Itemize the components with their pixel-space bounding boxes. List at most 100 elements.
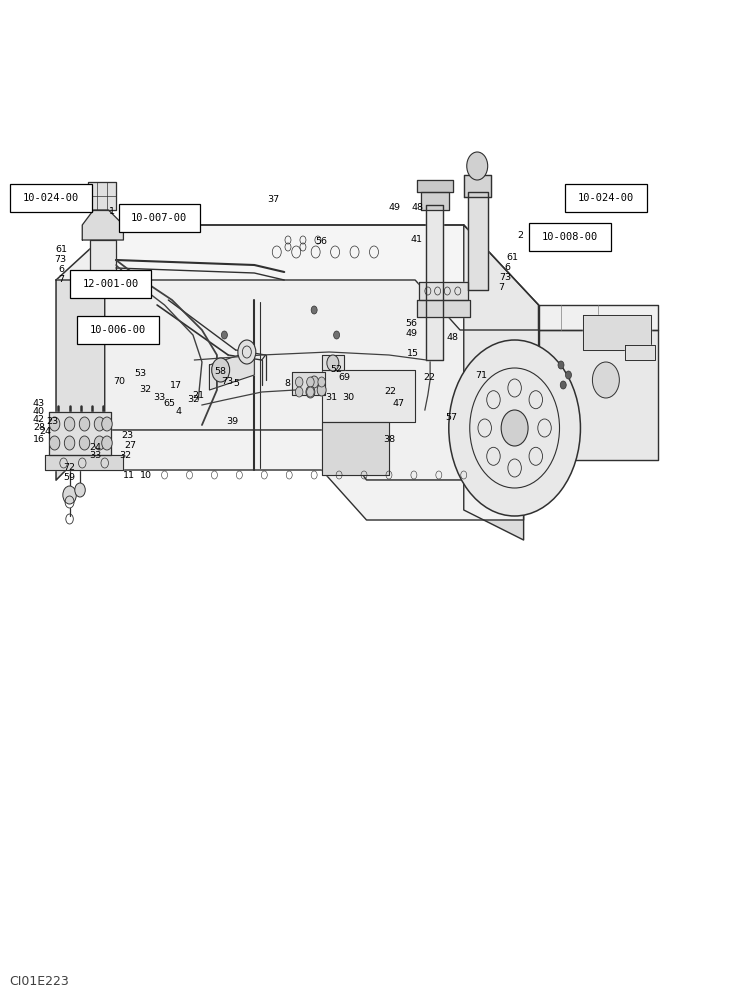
Text: 57: 57 (445, 412, 457, 422)
Circle shape (102, 436, 112, 450)
Text: 42: 42 (33, 414, 45, 424)
Circle shape (307, 377, 314, 387)
Polygon shape (417, 180, 453, 192)
Circle shape (63, 486, 76, 504)
Circle shape (560, 381, 566, 389)
Circle shape (310, 376, 319, 388)
Polygon shape (116, 225, 539, 330)
Text: 1: 1 (109, 208, 115, 217)
Text: 58: 58 (214, 367, 226, 376)
Text: 70: 70 (114, 376, 126, 385)
Text: 28: 28 (33, 422, 45, 432)
Text: 69: 69 (339, 372, 351, 381)
Text: 73: 73 (54, 254, 66, 263)
Text: 49: 49 (405, 328, 417, 338)
Text: 10-024-00: 10-024-00 (22, 193, 79, 203)
Text: 7: 7 (498, 284, 504, 292)
Polygon shape (464, 225, 539, 480)
Text: 24: 24 (90, 442, 102, 452)
Text: 56: 56 (316, 237, 328, 246)
Text: 53: 53 (135, 369, 147, 378)
Text: 17: 17 (170, 380, 182, 389)
Text: 23: 23 (46, 418, 58, 426)
Text: 16: 16 (33, 436, 45, 444)
Circle shape (79, 436, 90, 450)
Polygon shape (88, 182, 116, 210)
FancyBboxPatch shape (78, 316, 159, 344)
Polygon shape (464, 175, 491, 197)
Polygon shape (45, 455, 123, 470)
Polygon shape (105, 430, 524, 520)
Polygon shape (82, 210, 123, 240)
Text: 6: 6 (58, 264, 64, 273)
Circle shape (565, 371, 571, 379)
Polygon shape (56, 225, 539, 480)
Circle shape (221, 331, 227, 339)
Text: 72: 72 (64, 462, 76, 472)
Polygon shape (539, 330, 658, 460)
Text: 49: 49 (389, 202, 401, 212)
Text: 73: 73 (221, 376, 233, 385)
Text: 4: 4 (176, 406, 182, 416)
Circle shape (49, 436, 60, 450)
Circle shape (311, 306, 317, 314)
Polygon shape (81, 282, 126, 292)
Text: 15: 15 (407, 349, 419, 358)
Polygon shape (322, 422, 389, 475)
Text: 24: 24 (40, 428, 52, 436)
Circle shape (75, 483, 85, 497)
Text: 61: 61 (55, 245, 67, 254)
Text: 21: 21 (192, 391, 204, 400)
Text: 32: 32 (120, 450, 132, 460)
Text: 10-006-00: 10-006-00 (90, 325, 147, 335)
Text: 10-007-00: 10-007-00 (131, 213, 188, 223)
Text: 11: 11 (123, 472, 135, 481)
Circle shape (307, 387, 314, 397)
Polygon shape (426, 205, 443, 360)
Polygon shape (468, 192, 488, 290)
Circle shape (102, 417, 112, 431)
Text: 48: 48 (447, 334, 459, 342)
Circle shape (49, 417, 60, 431)
Polygon shape (583, 315, 651, 350)
Text: 65: 65 (163, 398, 175, 408)
Circle shape (212, 358, 230, 382)
Text: 32: 32 (139, 385, 151, 394)
Circle shape (94, 417, 105, 431)
Text: 37: 37 (267, 196, 279, 205)
Text: 47: 47 (393, 398, 405, 408)
Polygon shape (56, 280, 105, 480)
Text: 31: 31 (325, 393, 337, 402)
Polygon shape (417, 300, 470, 317)
Circle shape (449, 340, 580, 516)
Polygon shape (322, 355, 344, 370)
Text: 22: 22 (384, 386, 396, 395)
Polygon shape (421, 192, 449, 210)
Polygon shape (292, 372, 325, 395)
Text: 30: 30 (342, 393, 354, 402)
Circle shape (501, 410, 528, 446)
Circle shape (64, 417, 75, 431)
Text: CI01E223: CI01E223 (9, 975, 69, 988)
Polygon shape (322, 370, 415, 422)
FancyBboxPatch shape (70, 270, 151, 298)
Text: 48: 48 (411, 202, 423, 212)
Text: 10: 10 (140, 472, 152, 481)
Text: 43: 43 (33, 399, 45, 408)
Circle shape (317, 384, 326, 396)
Text: 10-008-00: 10-008-00 (542, 232, 598, 242)
Text: 73: 73 (499, 272, 511, 282)
Circle shape (467, 152, 488, 180)
Text: 7: 7 (58, 275, 64, 284)
Polygon shape (209, 350, 254, 390)
FancyBboxPatch shape (119, 204, 200, 232)
Circle shape (592, 362, 619, 398)
Text: 52: 52 (330, 365, 342, 374)
Text: 27: 27 (124, 440, 136, 450)
Circle shape (79, 417, 90, 431)
Text: 6: 6 (504, 262, 510, 271)
Text: 39: 39 (227, 416, 239, 426)
Text: 59: 59 (64, 473, 76, 482)
Text: 22: 22 (423, 372, 435, 381)
Text: 56: 56 (405, 318, 417, 328)
